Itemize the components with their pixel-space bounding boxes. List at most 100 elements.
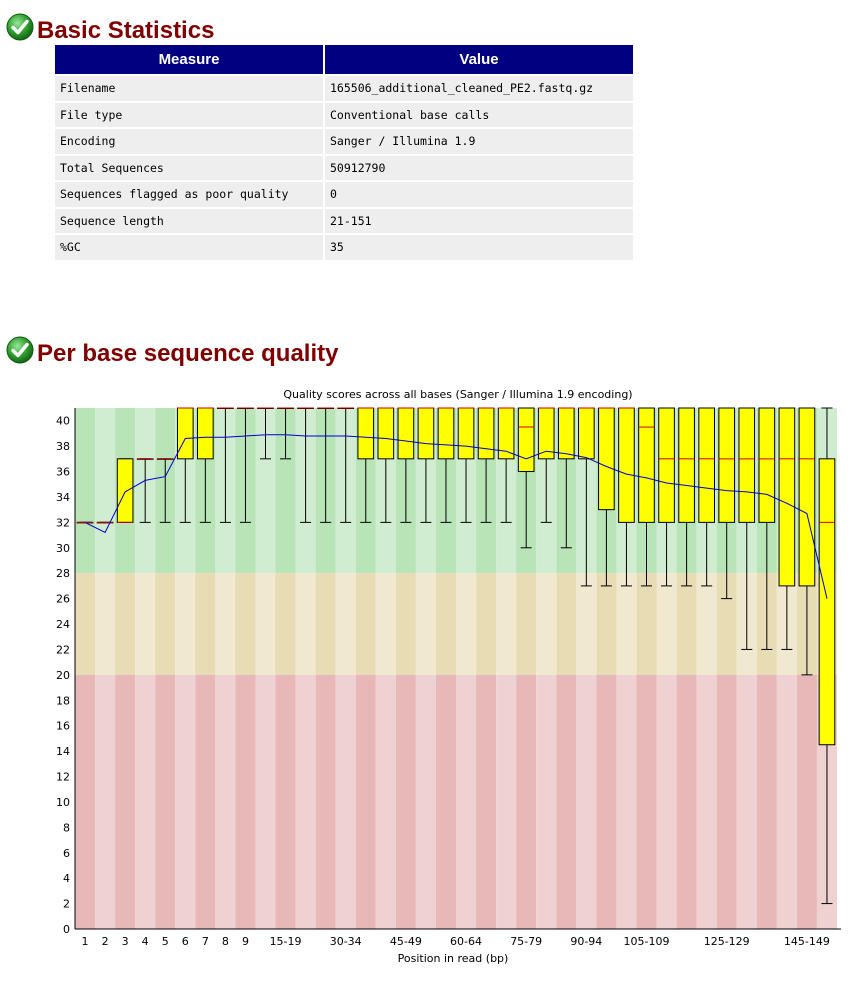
- quality-zone-band: [696, 573, 717, 675]
- measure-cell: Encoding: [55, 129, 323, 154]
- box: [357, 407, 375, 460]
- quality-zone-band: [295, 674, 316, 929]
- y-tick-label: 26: [56, 593, 70, 606]
- box: [698, 407, 715, 523]
- basic-statistics-title: Basic Statistics: [37, 17, 215, 44]
- y-tick-label: 24: [56, 618, 70, 631]
- quality-zone-band: [95, 573, 116, 675]
- box: [417, 407, 435, 460]
- quality-zone-band: [676, 674, 697, 929]
- x-tick-label: 15-19: [270, 935, 302, 948]
- x-tick-label: 145-149: [784, 935, 830, 948]
- quality-zone-band: [636, 674, 657, 929]
- box: [638, 407, 655, 523]
- quality-zone-band: [195, 573, 216, 675]
- pass-check-icon: [6, 336, 34, 364]
- measure-cell: Filename: [55, 76, 323, 101]
- quality-zone-band: [255, 573, 276, 675]
- quality-zone-band: [616, 573, 637, 675]
- quality-zone-band: [435, 674, 456, 929]
- box: [798, 407, 816, 587]
- quality-zone-band: [235, 674, 256, 929]
- quality-zone-band: [596, 573, 617, 675]
- box: [778, 407, 796, 587]
- per-base-quality-title: Per base sequence quality: [37, 340, 339, 367]
- quality-zone-band: [616, 674, 637, 929]
- quality-zone-band: [756, 674, 777, 929]
- per-base-quality-header: Per base sequence quality: [6, 333, 338, 367]
- box: [397, 407, 415, 460]
- value-cell: 50912790: [325, 155, 633, 180]
- quality-zone-band: [456, 573, 477, 675]
- x-tick-label: 3: [122, 935, 129, 948]
- quality-zone-band: [375, 573, 396, 675]
- quality-zone-band: [235, 573, 256, 675]
- box: [738, 407, 756, 523]
- y-tick-label: 40: [56, 415, 70, 428]
- x-tick-label: 8: [222, 935, 229, 948]
- quality-zone-band: [75, 573, 96, 675]
- measure-cell: File type: [55, 102, 323, 127]
- table-header-row: Measure Value: [55, 45, 633, 74]
- y-tick-label: 30: [56, 542, 70, 555]
- value-cell: 165506_additional_cleaned_PE2.fastq.gz: [325, 76, 633, 101]
- quality-zone-band: [275, 408, 296, 574]
- x-tick-label: 125-129: [704, 935, 750, 948]
- quality-zone-band: [576, 573, 597, 675]
- x-tick-label: 6: [182, 935, 189, 948]
- value-cell: 35: [325, 235, 633, 260]
- x-tick-label: 1: [82, 935, 89, 948]
- quality-zone-band: [395, 674, 416, 929]
- y-tick-label: 12: [56, 771, 70, 784]
- quality-zone-band: [175, 573, 196, 675]
- quality-zone-band: [736, 674, 757, 929]
- quality-zone-band: [215, 674, 236, 929]
- quality-zone-band: [395, 573, 416, 675]
- quality-zone-band: [355, 674, 376, 929]
- y-tick-label: 32: [56, 516, 70, 529]
- value-cell: 21-151: [325, 208, 633, 233]
- y-tick-label: 36: [56, 466, 70, 479]
- box: [678, 407, 695, 523]
- box: [477, 407, 495, 460]
- quality-zone-band: [516, 674, 537, 929]
- quality-zone-band: [776, 674, 797, 929]
- quality-zone-band: [636, 573, 657, 675]
- quality-zone-band: [516, 573, 537, 675]
- box: [457, 407, 475, 460]
- box: [557, 407, 575, 460]
- quality-zone-band: [415, 674, 436, 929]
- box: [818, 458, 836, 746]
- quality-zone-band: [315, 573, 336, 675]
- y-tick-label: 20: [56, 669, 70, 682]
- quality-zone-band: [135, 674, 156, 929]
- quality-zone-band: [115, 573, 136, 675]
- y-tick-label: 10: [56, 796, 70, 809]
- box: [517, 407, 535, 473]
- quality-zone-band: [556, 573, 577, 675]
- y-tick-label: 34: [56, 491, 70, 504]
- quality-zone-band: [476, 573, 497, 675]
- quality-zone-band: [255, 408, 276, 574]
- box: [116, 458, 134, 523]
- quality-zone-band: [496, 674, 517, 929]
- value-cell: Sanger / Illumina 1.9: [325, 129, 633, 154]
- table-row: Encoding Sanger / Illumina 1.9: [55, 129, 633, 154]
- quality-zone-band: [476, 674, 497, 929]
- quality-zone-band: [576, 674, 597, 929]
- y-tick-label: 16: [56, 720, 70, 733]
- box: [437, 407, 455, 460]
- mean-line: [84, 434, 828, 599]
- table-row: Sequences flagged as poor quality 0: [55, 182, 633, 207]
- quality-zone-band: [796, 674, 817, 929]
- box: [377, 407, 395, 460]
- quality-zone-band: [536, 674, 557, 929]
- x-tick-label: 45-49: [390, 935, 422, 948]
- x-tick-label: 4: [142, 935, 149, 948]
- quality-zone-band: [215, 573, 236, 675]
- table-row: Sequence length 21-151: [55, 208, 633, 233]
- quality-zone-band: [596, 674, 617, 929]
- box: [718, 407, 736, 523]
- quality-zone-band: [155, 674, 176, 929]
- quality-zone-band: [696, 674, 717, 929]
